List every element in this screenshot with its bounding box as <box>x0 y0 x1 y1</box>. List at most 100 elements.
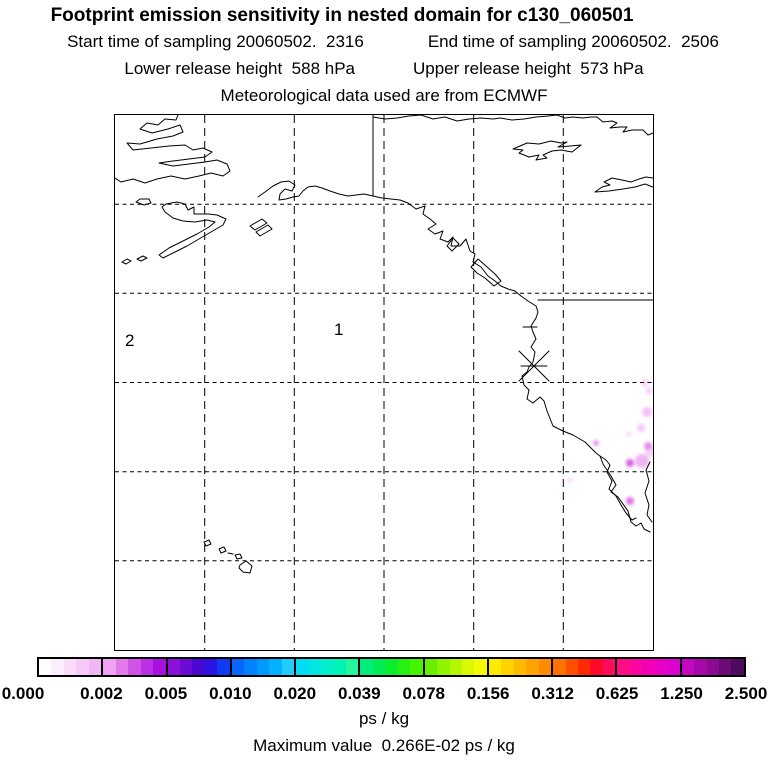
colorbar-cell <box>76 659 89 675</box>
maximum-value-text: Maximum value 0.266E-02 ps / kg <box>253 736 515 755</box>
sensitivity-patch <box>593 440 599 446</box>
colorbar-cell <box>474 659 487 675</box>
colorbar-tick-label: 0.000 <box>1 684 45 703</box>
sensitivity-patches-layer <box>567 379 653 505</box>
coastline-arctic <box>372 115 653 136</box>
colorbar-tick-label: 2.500 <box>724 684 768 703</box>
coastline-aleutian-islets <box>121 255 148 265</box>
colorbar-cell <box>461 659 475 675</box>
sensitivity-patch <box>626 497 634 505</box>
colorbar-cell <box>296 659 309 675</box>
colorbar-tick-label: 0.039 <box>337 684 381 703</box>
lower-release-height-text: Lower release height 588 hPa <box>124 59 355 78</box>
coastline-kodiak-islands <box>249 218 273 237</box>
colorbar-cell <box>39 659 52 675</box>
coastline-gulf-of-california <box>599 455 637 521</box>
colorbar-segment <box>681 659 744 675</box>
colorbar-cell <box>667 659 680 675</box>
colorbar-cell <box>642 659 655 675</box>
sensitivity-patch <box>626 459 634 467</box>
sensitivity-patch <box>644 442 652 450</box>
colorbar-tick-label: 0.312 <box>531 684 574 703</box>
map-canvas <box>115 115 653 650</box>
coastline-west-coast-main <box>372 195 651 533</box>
coastline-vancouver-island <box>470 258 502 287</box>
colorbar-segment <box>167 659 232 675</box>
colorbar-cell <box>437 659 450 675</box>
colorbar-cell <box>103 659 116 675</box>
release-point-asterisk <box>518 350 550 382</box>
sensitivity-patch <box>626 431 632 437</box>
colorbar-cell <box>88 659 102 675</box>
nested-domain-label: 2 <box>125 331 135 350</box>
colorbar-cell <box>513 659 527 675</box>
colorbar-segment <box>424 659 489 675</box>
colorbar-cell <box>731 659 744 675</box>
coastline-alaska-west <box>257 180 374 201</box>
colorbar-tick-label: 1.250 <box>660 684 703 703</box>
colorbar-cell <box>333 659 346 675</box>
colorbar-tick-label: 0.002 <box>80 684 123 703</box>
colorbar-cell <box>694 659 707 675</box>
colorbar-cell <box>410 659 423 675</box>
colorbar-cell <box>706 659 720 675</box>
meridian-gridlines <box>204 115 564 650</box>
colorbar-segment <box>553 659 618 675</box>
colorbar-tick-label: 0.020 <box>273 684 317 703</box>
colorbar-tick-label: 0.078 <box>402 684 445 703</box>
sensitivity-patch <box>646 388 652 394</box>
sensitivity-patch <box>642 407 652 417</box>
coastline-victoria-island <box>512 140 582 161</box>
colorbar-segment <box>296 659 361 675</box>
colorbar-cell <box>269 659 282 675</box>
colorbar-cell <box>345 659 359 675</box>
coastline-chukotka <box>115 115 231 184</box>
colorbar-segment <box>488 659 554 675</box>
colorbar-cell <box>553 659 566 675</box>
release-height-line: Lower release height 588 hPa Upper relea… <box>0 59 768 79</box>
colorbar-cell <box>140 659 154 675</box>
sensitivity-patch <box>641 379 649 387</box>
colorbar-segment <box>617 659 682 675</box>
colorbar-segment <box>103 659 168 675</box>
sampling-time-line: Start time of sampling 20060502. 2316 En… <box>9 32 768 52</box>
colorbar-cell <box>590 659 603 675</box>
colorbar-cell <box>501 659 514 675</box>
met-data-source-text: Meteorological data used are from ECMWF <box>220 86 548 105</box>
colorbar-cell <box>153 659 166 675</box>
sensitivity-patch <box>637 424 645 432</box>
graticule <box>115 115 653 650</box>
start-time-text: Start time of sampling 20060502. 2316 <box>67 32 364 51</box>
colorbar-cell <box>617 659 630 675</box>
colorbar-cell <box>449 659 462 675</box>
colorbar-cell <box>179 659 193 675</box>
end-time-text: End time of sampling 20060502. 2506 <box>427 32 719 51</box>
colorbar-tick-label: 0.625 <box>595 684 639 703</box>
colorbar-cell <box>526 659 539 675</box>
colorbar-cell <box>629 659 643 675</box>
colorbar-cell <box>360 659 373 675</box>
colorbar-cell <box>281 659 295 675</box>
colorbar-segment <box>360 659 425 675</box>
figure-title: Footprint emission sensitivity in nested… <box>50 5 634 26</box>
colorbar-cell <box>244 659 257 675</box>
colorbar-cell <box>719 659 732 675</box>
colorbar <box>37 657 746 677</box>
colorbar-cell <box>602 659 616 675</box>
colorbar-cell <box>204 659 218 675</box>
colorbar-cell <box>565 659 579 675</box>
colorbar-cell <box>578 659 591 675</box>
nested-domain-label: 1 <box>334 320 344 339</box>
colorbar-cell <box>63 659 77 675</box>
coastline-nwt <box>594 176 653 193</box>
colorbar-cell <box>51 659 64 675</box>
colorbar-cell <box>308 659 321 675</box>
colorbar-cell <box>217 659 230 675</box>
colorbar-cell <box>538 659 552 675</box>
sensitivity-patch <box>635 454 649 468</box>
colorbar-cell <box>424 659 438 675</box>
colorbar-cell <box>115 659 129 675</box>
colorbar-cell <box>397 659 411 675</box>
coastline-yukon-delta-alaska-peninsula <box>158 201 227 259</box>
